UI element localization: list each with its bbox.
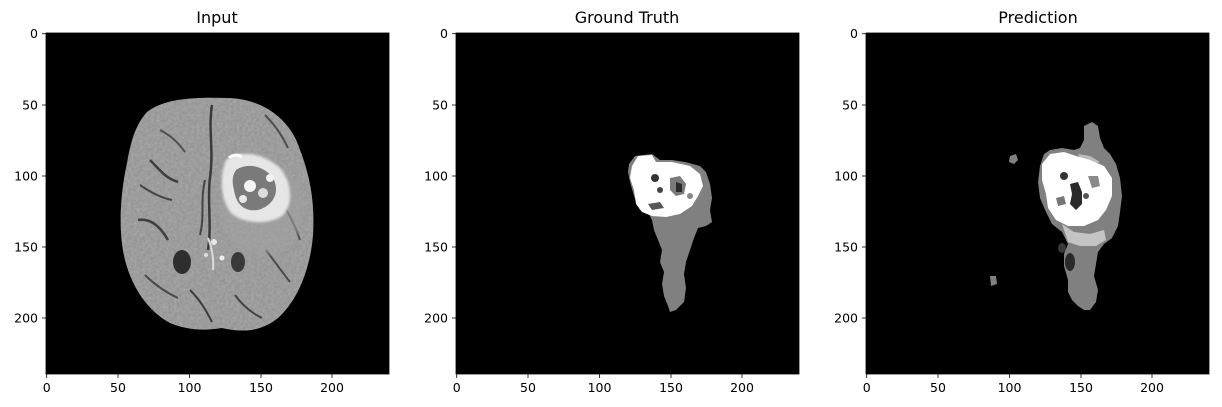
- y-tick-label: 0: [30, 26, 38, 41]
- x-tick-label: 0: [453, 380, 461, 395]
- x-tick-labels-ground-truth: 0 50 100 150 200: [453, 380, 754, 395]
- y-tick-label: 100: [14, 169, 38, 184]
- y-tick-label: 100: [834, 169, 858, 184]
- x-tick-labels-input: 0 50 100 150 200: [43, 380, 344, 395]
- y-tick-label: 150: [424, 240, 448, 255]
- x-tick-label: 100: [178, 380, 202, 395]
- x-tick-label: 50: [520, 380, 536, 395]
- x-tick-label: 100: [588, 380, 612, 395]
- y-tick-label: 100: [424, 169, 448, 184]
- brain-mri-slice: [120, 97, 314, 331]
- y-tick-label: 50: [432, 98, 448, 113]
- axis-frame-prediction: [862, 32, 1210, 378]
- panel-input: Input: [14, 8, 390, 395]
- x-tick-label: 0: [43, 380, 51, 395]
- panel-title-input: Input: [196, 8, 237, 27]
- image-ground-truth: [456, 33, 799, 374]
- panel-prediction: Prediction: [834, 8, 1210, 395]
- axis-frame-ground-truth: [452, 32, 800, 378]
- x-tick-labels-prediction: 0 50 100 150 200: [863, 380, 1164, 395]
- x-tick-label: 150: [659, 380, 683, 395]
- y-tick-labels-prediction: 0 50 100 150 200: [834, 26, 858, 326]
- x-tick-label: 100: [998, 380, 1022, 395]
- y-tick-labels-ground-truth: 0 50 100 150 200: [424, 26, 448, 326]
- x-tick-label: 0: [863, 380, 871, 395]
- y-tick-label: 150: [14, 240, 38, 255]
- x-tick-label: 200: [1140, 380, 1164, 395]
- x-tick-label: 150: [1069, 380, 1093, 395]
- y-tick-label: 50: [22, 98, 38, 113]
- y-tick-label: 50: [842, 98, 858, 113]
- x-tick-label: 200: [730, 380, 754, 395]
- y-tick-label: 200: [424, 311, 448, 326]
- panel-title-ground-truth: Ground Truth: [575, 8, 680, 27]
- panel-title-prediction: Prediction: [998, 8, 1077, 27]
- image-prediction: [866, 33, 1209, 374]
- y-tick-labels-input: 0 50 100 150 200: [14, 26, 38, 326]
- panel-ground-truth: Ground Truth: [424, 8, 800, 395]
- y-tick-label: 0: [850, 26, 858, 41]
- segmentation-mask-prediction: [990, 122, 1122, 310]
- y-tick-label: 200: [834, 311, 858, 326]
- y-tick-label: 0: [440, 26, 448, 41]
- y-tick-label: 200: [14, 311, 38, 326]
- x-tick-label: 50: [110, 380, 126, 395]
- segmentation-mask-ground-truth: [628, 154, 712, 312]
- x-tick-label: 200: [320, 380, 344, 395]
- axis-frame-input: [42, 32, 390, 378]
- y-tick-label: 150: [834, 240, 858, 255]
- x-tick-label: 50: [930, 380, 946, 395]
- x-tick-label: 150: [249, 380, 273, 395]
